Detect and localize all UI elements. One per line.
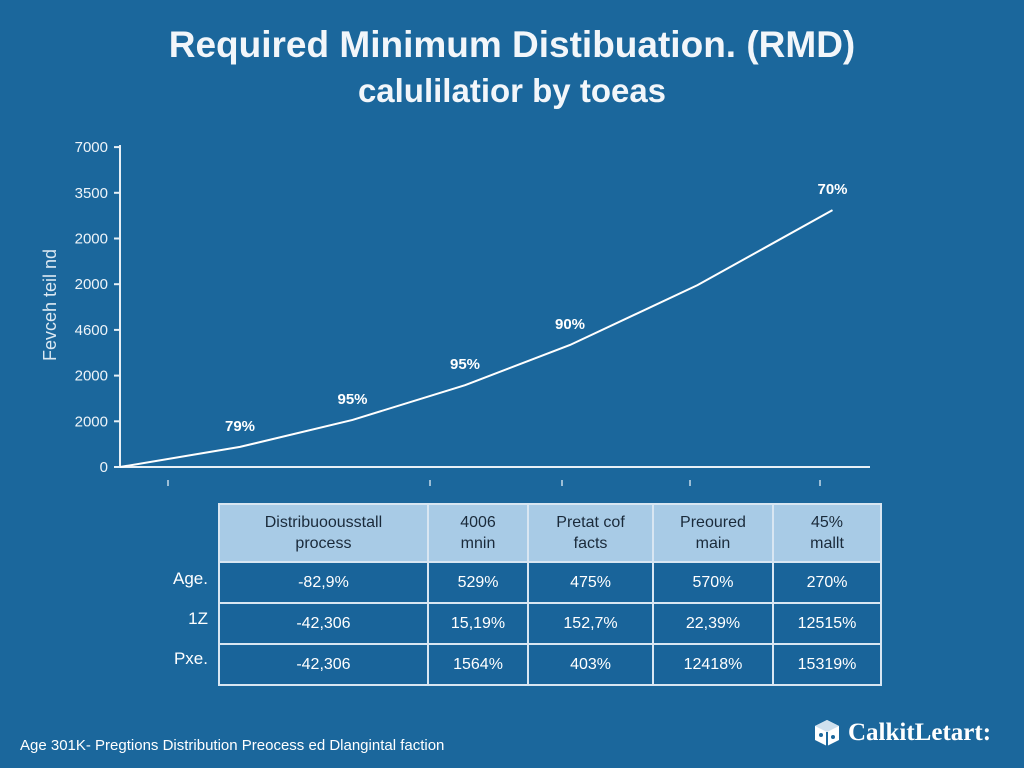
y-tick-label: 2000 xyxy=(75,413,108,430)
table-cell: -42,306 xyxy=(218,602,429,645)
data-label: 95% xyxy=(337,391,367,408)
table-cell: 12515% xyxy=(772,602,882,645)
column-header-line: Distribuoousstall xyxy=(264,514,383,531)
column-header-line: process xyxy=(295,535,352,552)
table-cell: 270% xyxy=(772,561,882,604)
table-cell: 152,7% xyxy=(527,602,654,645)
y-tick-label: 4600 xyxy=(75,322,108,339)
data-label: 70% xyxy=(817,181,847,198)
column-header-line: mnin xyxy=(460,535,496,552)
row-label: 1Z xyxy=(188,609,208,628)
y-tick-label: 7000 xyxy=(75,139,108,156)
footer-caption: Age 301K- Pregtions Distribution Preoces… xyxy=(20,737,445,754)
table-row: -42,306 1564% 403% 12418% 15319% xyxy=(218,643,882,686)
table-cell: 570% xyxy=(651,561,775,604)
cube-logo-icon xyxy=(815,720,839,746)
chart-title: Required Minimum Distibuation. (RMD) xyxy=(168,24,856,65)
table-cell: 15319% xyxy=(772,643,882,686)
column-header-line: Pretat cof xyxy=(556,514,625,531)
y-tick-label: 2000 xyxy=(75,276,108,293)
line-chart: 0 2000 2000 4600 2000 2000 3500 7000 Fevceh teil… xyxy=(40,139,870,486)
column-header: 45% mallt xyxy=(772,503,882,563)
series-line xyxy=(119,209,833,468)
data-label: 90% xyxy=(555,316,585,333)
y-tick-label: 0 xyxy=(100,459,108,476)
table-header-row: Distribuoousstall process 4006 mnin Pretat c… xyxy=(218,503,882,563)
table-row: -42,306 15,19% 152,7% 22,39% 12515% xyxy=(218,602,882,645)
column-header: Distribuoousstall process xyxy=(218,503,429,563)
column-header-line: Preoured xyxy=(680,514,746,531)
chart-subtitle: calulilatior by toeas xyxy=(357,72,667,109)
table-cell: 475% xyxy=(527,561,654,604)
table-cell: 403% xyxy=(527,643,654,686)
y-tick-label: 2000 xyxy=(75,368,108,385)
y-tick-label: 3500 xyxy=(75,185,108,202)
table-cell: 22,39% xyxy=(651,602,775,645)
table-cell: 1564% xyxy=(426,643,530,686)
logo-text: CalkitLetart: xyxy=(848,719,992,746)
column-header-line: mallt xyxy=(810,535,844,552)
y-tick-label: 2000 xyxy=(75,231,108,248)
table-row: -82,9% 529% 475% 570% 270% xyxy=(218,561,882,604)
table-cell: 12418% xyxy=(651,643,775,686)
row-label: Pxe. xyxy=(173,649,208,668)
rmd-table: Distribuoousstall process 4006 mnin Pretat c… xyxy=(218,503,882,686)
y-axis-label: Fevceh teil nd xyxy=(40,249,60,361)
column-header: 4006 mnin xyxy=(426,503,530,563)
data-label: 79% xyxy=(225,418,255,435)
column-header-line: 4006 xyxy=(460,514,496,531)
row-label: Age. xyxy=(173,569,208,588)
data-label: 95% xyxy=(450,356,480,373)
table-cell: -82,9% xyxy=(218,561,429,604)
table-cell: 15,19% xyxy=(426,602,530,645)
brand-logo: CalkitLetart: xyxy=(812,718,991,748)
column-header-line: 45% xyxy=(811,514,844,531)
column-header: Pretat cof facts xyxy=(527,503,654,563)
column-header-line: facts xyxy=(573,535,608,552)
table-cell: -42,306 xyxy=(218,643,429,686)
column-header-line: main xyxy=(695,535,731,552)
column-header: Preoured main xyxy=(651,503,775,563)
table-cell: 529% xyxy=(426,561,530,604)
